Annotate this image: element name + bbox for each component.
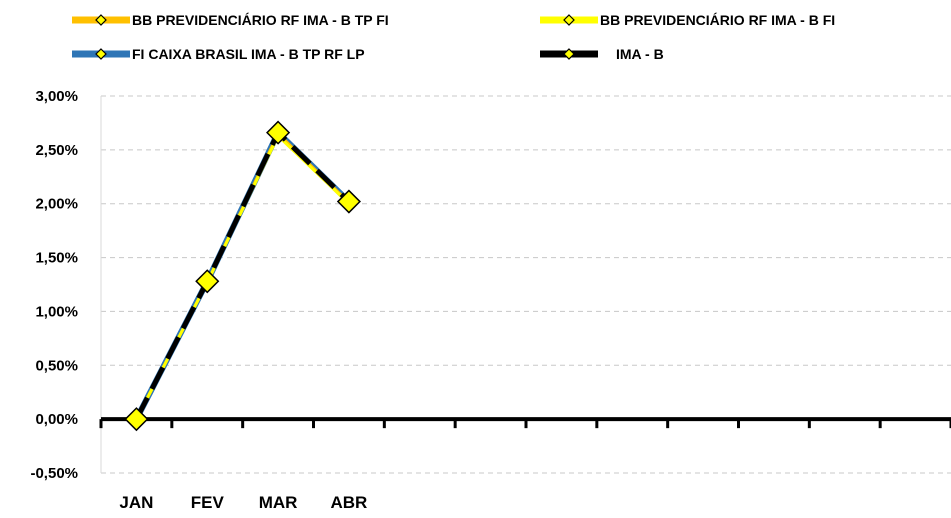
legend-item: BB PREVIDENCIÁRIO RF IMA - B TP FI: [72, 12, 389, 28]
legend: BB PREVIDENCIÁRIO RF IMA - B TP FI BB PRE…: [72, 12, 835, 62]
y-tick-label: 2,50%: [35, 142, 78, 159]
y-tick-label: 0,00%: [35, 411, 78, 428]
legend-marker: [563, 48, 575, 60]
legend-item: BB PREVIDENCIÁRIO RF IMA - B FI: [540, 12, 835, 28]
x-tick-label: FEV: [191, 493, 225, 512]
series-lines: [133, 129, 351, 421]
x-axis: JAN FEV MAR ABR: [99, 417, 951, 512]
series-line: [133, 129, 351, 421]
y-axis-ticks: -0,50% 0,00% 0,50% 1,00% 1,50% 2,00% 2,50% 3,00…: [30, 88, 78, 482]
y-tick-label: 1,50%: [35, 250, 78, 267]
data-point-marker: [266, 120, 291, 145]
legend-label: BB PREVIDENCIÁRIO RF IMA - B FI: [600, 12, 835, 28]
series-line: [135, 132, 350, 420]
x-tick-label: MAR: [259, 493, 298, 512]
data-markers: [124, 120, 361, 432]
legend-item: FI CAIXA BRASIL IMA - B TP RF LP: [72, 46, 365, 62]
y-tick-label: 1,00%: [35, 303, 78, 320]
series-line: [135, 134, 350, 420]
y-tick-label: -0,50%: [30, 465, 78, 482]
x-tick-label: JAN: [119, 493, 153, 512]
data-point-marker: [195, 269, 220, 294]
legend-marker: [95, 14, 107, 26]
y-tick-label: 0,50%: [35, 357, 78, 374]
data-point-marker: [336, 189, 361, 214]
y-tick-label: 3,00%: [35, 88, 78, 105]
legend-marker: [563, 14, 575, 26]
gridlines: [100, 95, 951, 474]
legend-label: IMA - B: [616, 46, 664, 62]
legend-marker: [95, 48, 107, 60]
data-point-marker: [124, 407, 149, 432]
legend-item: IMA - B: [540, 46, 664, 62]
y-tick-label: 2,00%: [35, 196, 78, 213]
legend-label: FI CAIXA BRASIL IMA - B TP RF LP: [132, 46, 365, 62]
x-tick-label: ABR: [330, 493, 367, 512]
series-line: [134, 130, 351, 421]
legend-label: BB PREVIDENCIÁRIO RF IMA - B TP FI: [132, 12, 389, 28]
